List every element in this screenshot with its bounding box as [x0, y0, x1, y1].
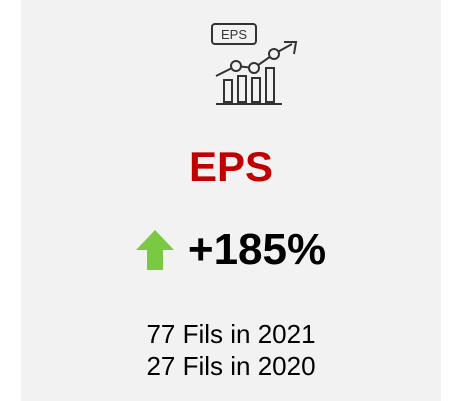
icon-bar: [223, 79, 233, 103]
icon-box: [211, 23, 257, 45]
icon-dot: [268, 48, 280, 60]
eps-icon: EPS: [211, 23, 298, 105]
details: 77 Fils in 2021 27 Fils in 2020: [21, 318, 441, 382]
icon-bar: [251, 77, 261, 103]
icon-dot: [230, 60, 242, 72]
up-arrow: [135, 230, 174, 270]
change: +185%: [187, 225, 327, 274]
icon-bar: [237, 75, 247, 103]
icon-label: EPS: [221, 27, 247, 42]
card: EPS EPS +185% 77 Fils in 2021 27 Fils in…: [21, 0, 441, 401]
icon-dot: [248, 62, 260, 74]
detail-line: 77 Fils in 2021: [146, 319, 316, 349]
icon-arrow: [284, 41, 298, 55]
icon-bar: [265, 67, 275, 103]
change-row: +185%: [21, 225, 441, 275]
detail-line: 27 Fils in 2020: [146, 351, 316, 381]
title: EPS: [188, 143, 274, 190]
